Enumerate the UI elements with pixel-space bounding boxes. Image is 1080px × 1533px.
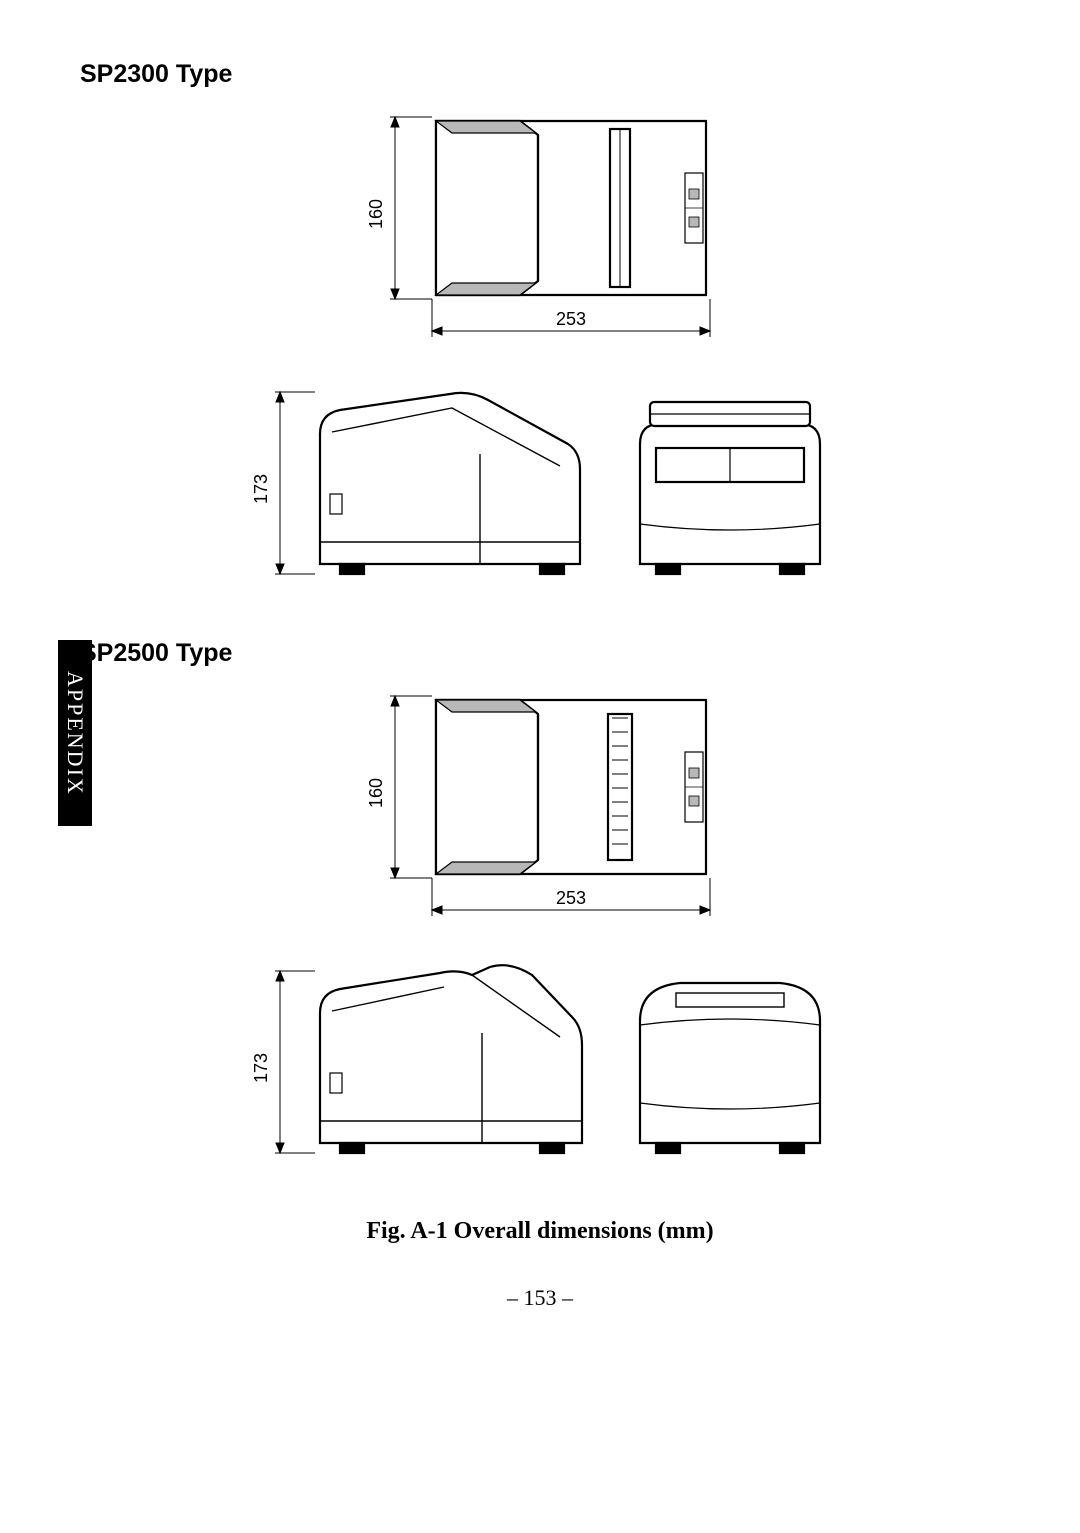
sp2300-depth-label: 160	[366, 199, 386, 229]
sp2500-width-label: 253	[556, 888, 586, 908]
sp2300-side-front-svg: 173	[220, 374, 860, 604]
sp2500-side-front: 173	[80, 953, 1000, 1188]
sp2500-side-front-svg: 173	[220, 953, 860, 1183]
sp2300-width-label: 253	[556, 309, 586, 329]
sp2300-side-front: 173	[80, 374, 1000, 609]
heading-sp2300: SP2300 Type	[80, 60, 1000, 89]
sp2500-top-view: 160 253	[80, 678, 1000, 943]
document-page: APPENDIX SP2300 Type 160	[0, 0, 1080, 1533]
sp2300-top-view: 160 253	[80, 99, 1000, 364]
figure-caption: Fig. A-1 Overall dimensions (mm)	[80, 1218, 1000, 1245]
sp2300-top-svg: 160 253	[310, 99, 770, 359]
page-number: – 153 –	[80, 1285, 1000, 1311]
side-tab-label: APPENDIX	[62, 671, 88, 796]
sp2500-depth-label: 160	[366, 778, 386, 808]
sp2500-height-label: 173	[251, 1053, 271, 1083]
sp2500-top-svg: 160 253	[310, 678, 770, 938]
heading-sp2500: SP2500 Type	[80, 639, 1000, 668]
sp2300-height-label: 173	[251, 474, 271, 504]
side-tab-appendix: APPENDIX	[58, 640, 92, 826]
